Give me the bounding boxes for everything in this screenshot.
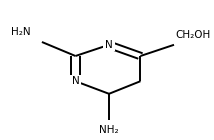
Text: N: N — [72, 76, 79, 86]
Text: CH₂OH: CH₂OH — [175, 30, 211, 40]
Text: N: N — [105, 40, 113, 50]
Text: H₂N: H₂N — [11, 27, 31, 37]
Text: NH₂: NH₂ — [99, 125, 119, 135]
